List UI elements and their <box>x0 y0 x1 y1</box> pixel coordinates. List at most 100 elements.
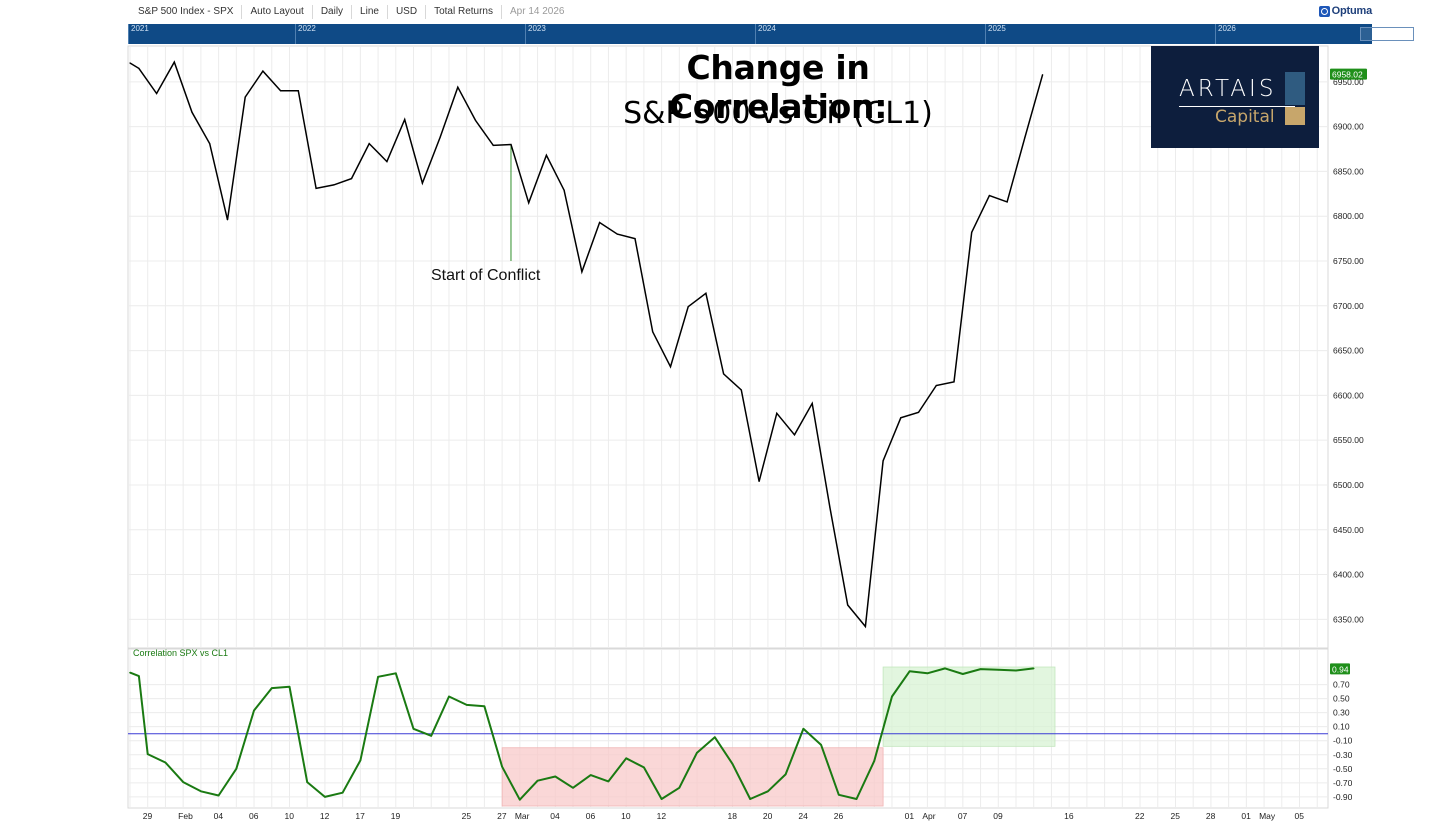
spx-point <box>652 331 654 333</box>
correlation-point <box>926 672 929 675</box>
spx-point <box>723 373 725 375</box>
correlation-point <box>138 675 140 677</box>
spx-point <box>935 384 937 387</box>
price-tick-label: 6750.00 <box>1333 256 1364 266</box>
price-tick-label: 6400.00 <box>1333 570 1364 580</box>
correlation-point <box>341 791 344 794</box>
spx-point <box>129 62 131 64</box>
correlation-point <box>412 727 415 730</box>
correlation-point <box>660 798 663 800</box>
correlation-point <box>979 668 982 670</box>
negative-correlation-zone <box>501 747 884 807</box>
price-tick-label: 6800.00 <box>1333 211 1364 221</box>
date-tick-label: Apr <box>922 811 935 821</box>
correlation-point <box>270 687 273 689</box>
date-tick-label: 06 <box>586 811 596 821</box>
spx-point <box>209 143 211 145</box>
correlation-point <box>164 761 167 764</box>
spx-point <box>297 90 299 92</box>
correlation-zones <box>501 666 1056 807</box>
correlation-tick-label: -0.10 <box>1333 736 1353 746</box>
date-tick-label: 24 <box>798 811 808 821</box>
spx-point <box>669 366 672 368</box>
correlation-point <box>235 767 238 770</box>
navigator-range-handle[interactable] <box>1360 27 1414 41</box>
correlation-tick-label: 0.70 <box>1333 680 1350 690</box>
correlation-tick-label: -0.70 <box>1333 778 1353 788</box>
correlation-point <box>253 709 255 712</box>
spx-point <box>173 61 175 63</box>
frequency-selector[interactable]: Daily <box>313 5 353 19</box>
correlation-point <box>1015 669 1017 672</box>
timeline-navigator[interactable]: 2021 2022 2023 2024 2025 2026 <box>128 24 1414 44</box>
correlation-point <box>430 735 433 737</box>
correlation-point <box>625 757 627 760</box>
correlation-point <box>873 760 876 762</box>
upper-price-axis: 6350.00 6400.00 6450.00 6500.00 6550.00 6600.… <box>1330 68 1367 624</box>
correlation-point <box>1032 667 1035 670</box>
date-tick-label: 09 <box>993 811 1003 821</box>
correlation-point <box>288 685 291 688</box>
correlation-point <box>554 775 557 778</box>
spx-point <box>315 187 317 190</box>
spx-point <box>421 182 423 184</box>
spx-point <box>598 221 601 224</box>
chart-style-selector[interactable]: Line <box>352 5 388 19</box>
date-tick-label: 29 <box>143 811 153 821</box>
correlation-tick-label: -0.90 <box>1333 792 1353 802</box>
spx-point <box>333 184 335 186</box>
optuma-brand: Optuma <box>1318 5 1372 17</box>
spx-point <box>988 195 991 197</box>
spx-point <box>758 480 760 482</box>
correlation-point <box>749 798 751 800</box>
last-correlation-badge <box>1330 663 1350 675</box>
date-tick-label: 28 <box>1206 811 1216 821</box>
correlation-point <box>129 671 131 674</box>
spx-point <box>528 202 530 204</box>
upper-pane-frame <box>127 45 1329 649</box>
correlation-tick-label: 0.30 <box>1333 708 1350 718</box>
correlation-point <box>448 695 450 698</box>
correlation-tick-label: -0.30 <box>1333 750 1353 760</box>
navigator-year: 2024 <box>755 24 776 44</box>
lower-correlation-axis: 0.70 0.50 0.30 0.10 -0.10 -0.30 -0.50 -0.70 -0.9… <box>1330 663 1353 802</box>
correlation-point <box>731 763 734 765</box>
spx-point <box>155 92 158 95</box>
correlation-point <box>395 672 397 675</box>
correlation-point <box>377 676 379 678</box>
price-tick-label: 6950.00 <box>1333 77 1364 87</box>
correlation-point <box>802 727 805 730</box>
correlation-point <box>589 774 592 776</box>
spx-point <box>492 144 494 147</box>
spx-point <box>1024 136 1026 138</box>
logo-gold-block <box>1285 107 1305 125</box>
navigator-year: 2023 <box>525 24 546 44</box>
date-tick-label: 01 <box>905 811 915 821</box>
correlation-point <box>483 705 486 708</box>
spx-point <box>474 119 477 121</box>
spx-point <box>1006 201 1008 203</box>
correlation-point <box>217 794 220 797</box>
price-tick-label: 6550.00 <box>1333 435 1364 445</box>
instrument-selector[interactable]: S&P 500 Index - SPX <box>128 5 243 19</box>
correlation-point <box>643 766 645 769</box>
spx-series <box>129 60 1044 629</box>
date-tick-label: 04 <box>214 811 224 821</box>
spx-point <box>776 412 778 414</box>
correlation-point <box>855 798 858 800</box>
layout-selector[interactable]: Auto Layout <box>242 5 313 19</box>
spx-point <box>847 604 849 606</box>
date-tick-label: 18 <box>727 811 737 821</box>
date-tick-label: 25 <box>462 811 472 821</box>
correlation-point <box>891 695 893 698</box>
date-tick-label: 16 <box>1064 811 1074 821</box>
correlation-point <box>767 790 769 793</box>
correlation-point <box>607 780 610 783</box>
spx-point <box>581 271 583 273</box>
date-display[interactable]: Apr 14 2026 <box>510 6 565 17</box>
correlation-pane-title: Correlation SPX vs CL1 <box>133 648 228 658</box>
currency-selector[interactable]: USD <box>388 5 427 19</box>
returns-selector[interactable]: Total Returns <box>426 5 502 19</box>
date-tick-label: 01 <box>1241 811 1251 821</box>
